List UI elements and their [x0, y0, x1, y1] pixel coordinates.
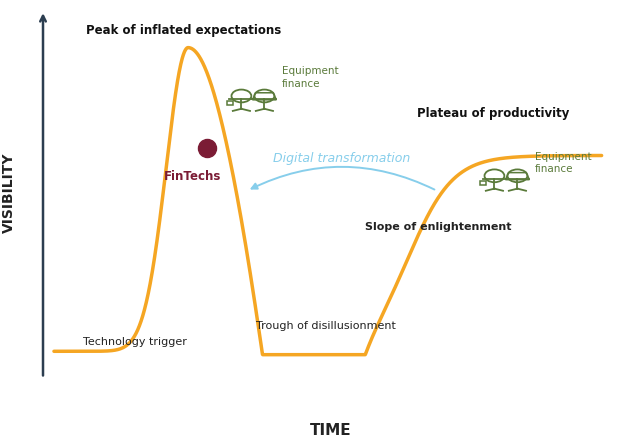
Text: Equipment
finance: Equipment finance	[534, 152, 591, 174]
Text: TIME: TIME	[310, 423, 351, 438]
Text: Peak of inflated expectations: Peak of inflated expectations	[86, 24, 281, 37]
Text: Trough of disillusionment: Trough of disillusionment	[256, 321, 396, 331]
Text: FinTechs: FinTechs	[164, 170, 221, 183]
Text: Equipment
finance: Equipment finance	[282, 66, 338, 89]
Text: Plateau of productivity: Plateau of productivity	[417, 107, 569, 120]
FancyArrowPatch shape	[252, 167, 434, 190]
Text: VISIBILITY: VISIBILITY	[1, 153, 16, 233]
Text: Technology trigger: Technology trigger	[83, 337, 187, 347]
Text: Slope of enlightenment: Slope of enlightenment	[365, 222, 511, 232]
Text: Digital transformation: Digital transformation	[273, 152, 411, 165]
